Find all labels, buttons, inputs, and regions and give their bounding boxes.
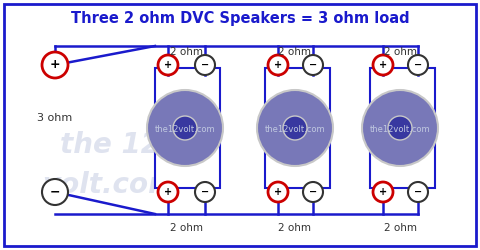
Circle shape: [173, 116, 197, 140]
Circle shape: [362, 90, 438, 166]
Circle shape: [158, 55, 178, 75]
Text: 2 ohm: 2 ohm: [384, 47, 417, 57]
Circle shape: [147, 90, 223, 166]
Text: +: +: [274, 187, 282, 197]
Text: +: +: [379, 187, 387, 197]
Circle shape: [303, 182, 323, 202]
Text: −: −: [201, 60, 209, 70]
Circle shape: [268, 55, 288, 75]
Circle shape: [388, 116, 412, 140]
Circle shape: [283, 116, 307, 140]
Text: −: −: [309, 60, 317, 70]
Circle shape: [195, 55, 215, 75]
Circle shape: [303, 55, 323, 75]
Circle shape: [373, 182, 393, 202]
Circle shape: [158, 182, 178, 202]
Bar: [370, 68, 435, 188]
Text: the12volt.com: the12volt.com: [370, 126, 430, 134]
Text: −: −: [414, 60, 422, 70]
Circle shape: [42, 52, 68, 78]
Circle shape: [408, 182, 428, 202]
Circle shape: [408, 55, 428, 75]
Text: 3 ohm: 3 ohm: [37, 113, 72, 123]
Text: +: +: [50, 58, 60, 71]
Bar: [265, 68, 330, 188]
Text: Three 2 ohm DVC Speakers = 3 ohm load: Three 2 ohm DVC Speakers = 3 ohm load: [71, 10, 409, 26]
Circle shape: [373, 55, 393, 75]
Text: the 12: the 12: [60, 131, 160, 159]
Text: +: +: [164, 187, 172, 197]
Text: 2 ohm: 2 ohm: [169, 223, 203, 233]
Text: 2 ohm: 2 ohm: [278, 47, 312, 57]
Text: volt.com: volt.com: [43, 171, 178, 199]
Bar: [155, 68, 220, 188]
Circle shape: [268, 182, 288, 202]
Text: −: −: [309, 187, 317, 197]
Text: +: +: [379, 60, 387, 70]
Text: −: −: [50, 186, 60, 198]
Text: +: +: [164, 60, 172, 70]
Circle shape: [257, 90, 333, 166]
Circle shape: [42, 179, 68, 205]
Text: the12volt.com: the12volt.com: [155, 126, 216, 134]
Circle shape: [195, 182, 215, 202]
Text: 2 ohm: 2 ohm: [384, 223, 417, 233]
Text: −: −: [414, 187, 422, 197]
Text: the12volt.com: the12volt.com: [264, 126, 325, 134]
Text: 2 ohm: 2 ohm: [169, 47, 203, 57]
Text: 2 ohm: 2 ohm: [278, 223, 312, 233]
Text: −: −: [201, 187, 209, 197]
Text: +: +: [274, 60, 282, 70]
